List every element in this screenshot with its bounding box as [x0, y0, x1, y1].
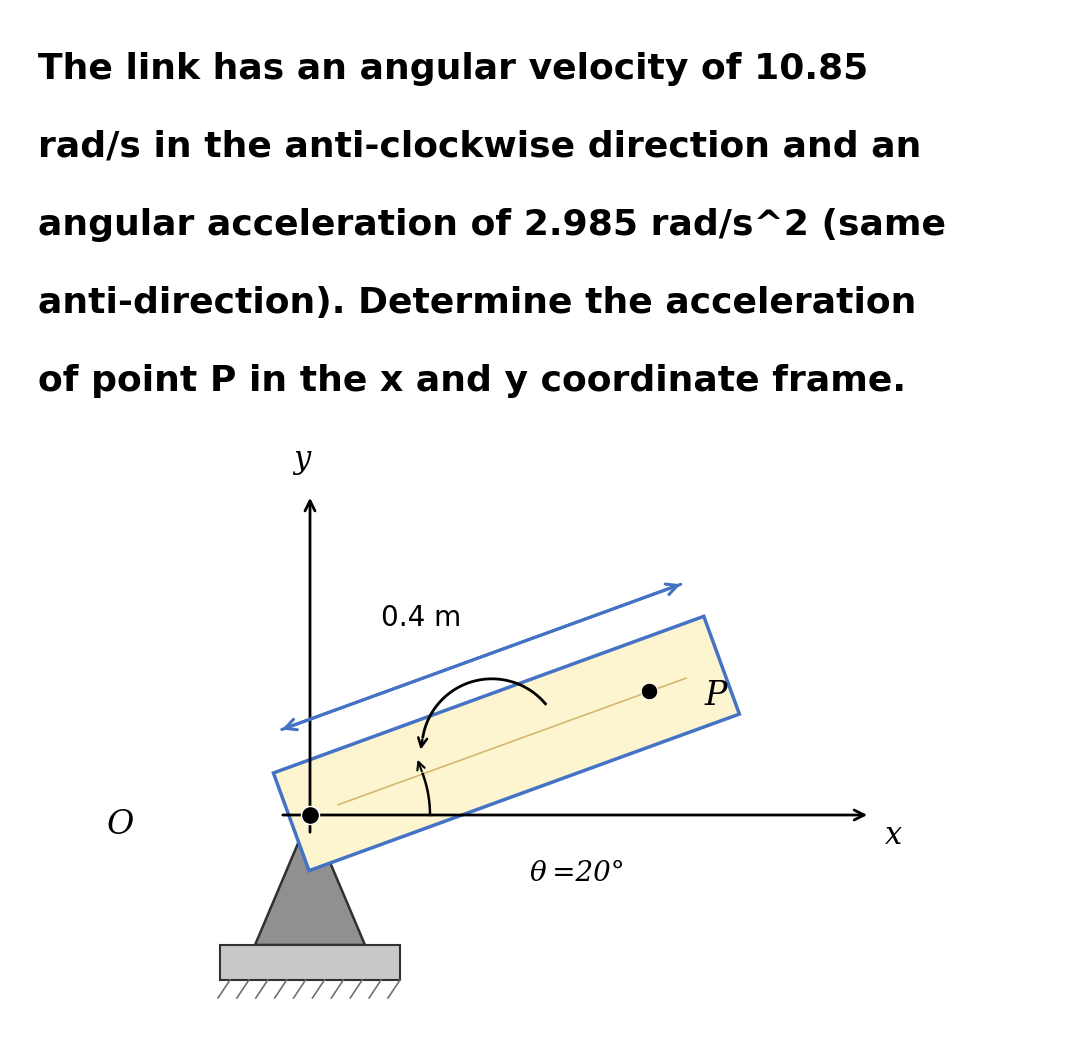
Text: y: y — [294, 444, 311, 475]
Text: P: P — [704, 680, 727, 712]
Text: 0.4 m: 0.4 m — [381, 603, 461, 632]
Bar — [220, 945, 400, 980]
Text: O: O — [106, 809, 134, 841]
Polygon shape — [273, 616, 740, 870]
Polygon shape — [255, 816, 365, 945]
Text: θ =20°: θ =20° — [530, 860, 624, 887]
Text: The link has an angular velocity of 10.85: The link has an angular velocity of 10.8… — [38, 52, 868, 87]
Text: of point P in the x and y coordinate frame.: of point P in the x and y coordinate fra… — [38, 364, 906, 398]
Text: angular acceleration of 2.985 rad/s^2 (same: angular acceleration of 2.985 rad/s^2 (s… — [38, 208, 946, 242]
Text: rad/s in the anti-clockwise direction and an: rad/s in the anti-clockwise direction an… — [38, 130, 921, 164]
Text: x: x — [885, 820, 902, 851]
Text: anti-direction). Determine the acceleration: anti-direction). Determine the accelerat… — [38, 286, 916, 320]
